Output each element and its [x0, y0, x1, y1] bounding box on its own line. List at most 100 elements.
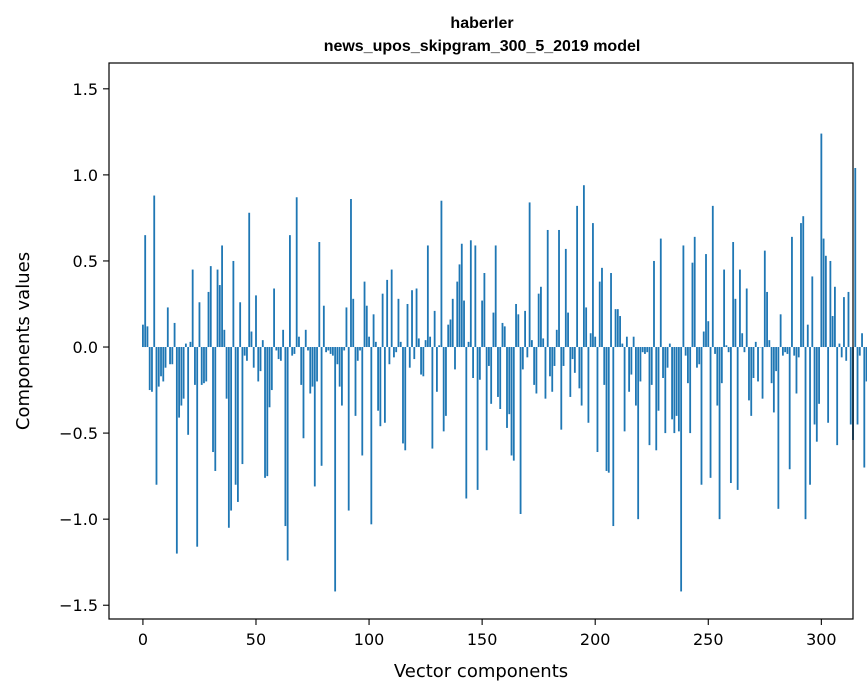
bar [307, 347, 309, 351]
bar [354, 347, 357, 416]
bar [698, 347, 701, 365]
bar [316, 347, 318, 382]
bar [264, 347, 266, 478]
bar [623, 347, 626, 432]
bar [472, 347, 474, 378]
bar [827, 347, 830, 423]
bar [413, 347, 416, 360]
bar [745, 288, 748, 348]
bar [293, 347, 296, 354]
bar [345, 307, 348, 348]
y-tick-label: −0.5 [59, 424, 98, 443]
bar [164, 347, 167, 368]
bar [277, 347, 280, 360]
bar [863, 347, 866, 468]
bar [598, 281, 601, 348]
bar [632, 336, 635, 348]
bar [370, 347, 373, 525]
bar [189, 341, 192, 348]
bar [757, 347, 759, 382]
bar [770, 347, 773, 384]
bar [237, 347, 239, 502]
bar [843, 297, 845, 348]
bar-series [142, 133, 867, 592]
bar [488, 347, 490, 366]
bar [338, 347, 341, 387]
bar [820, 133, 823, 348]
bar [553, 347, 556, 366]
bar [508, 347, 511, 415]
bar [628, 347, 631, 392]
bar [442, 347, 445, 432]
bar [786, 347, 789, 354]
bar [696, 347, 698, 368]
bar [644, 347, 646, 354]
bar [503, 326, 506, 348]
bar [374, 341, 377, 348]
bar [492, 312, 495, 348]
bar [463, 300, 465, 348]
bar [460, 243, 463, 348]
bar [490, 347, 493, 404]
bar [569, 347, 572, 397]
y-tick-label: 0.0 [73, 338, 98, 357]
bar [809, 347, 811, 485]
bar [519, 347, 522, 514]
bar [270, 347, 273, 391]
bar [406, 303, 409, 348]
bar [571, 347, 574, 360]
plot-frame [108, 62, 854, 620]
bar [311, 347, 314, 387]
bar [388, 347, 391, 365]
bar [261, 340, 264, 348]
bar [635, 347, 637, 406]
bar [723, 269, 726, 348]
bar [526, 347, 529, 358]
bar [178, 347, 181, 418]
bar [476, 347, 479, 490]
bar [650, 347, 653, 385]
bar [551, 347, 554, 392]
bar [291, 347, 294, 356]
chart-subtitle: news_upos_skipgram_300_5_2019 model [324, 38, 641, 55]
bar [779, 314, 782, 348]
bar [587, 347, 590, 423]
y-tick-label: 1.5 [73, 80, 98, 99]
bar [621, 343, 624, 348]
bar [241, 347, 244, 465]
bar [431, 347, 434, 449]
bar [214, 347, 217, 471]
bar [205, 347, 208, 382]
bar [216, 269, 219, 348]
bar [275, 347, 278, 351]
bar [684, 347, 687, 356]
bar [610, 273, 612, 348]
bar [155, 347, 158, 485]
x-tick-label: 250 [693, 630, 724, 649]
x-tick-label: 50 [246, 630, 266, 649]
bar [639, 347, 642, 382]
bar [417, 338, 420, 348]
bar [576, 205, 579, 348]
bar [806, 324, 809, 348]
bar [718, 347, 721, 520]
bar [227, 347, 230, 528]
bar [318, 242, 321, 348]
bar [689, 347, 692, 434]
chart-title: haberler [450, 15, 513, 32]
bar [546, 229, 549, 348]
bar [766, 291, 768, 348]
bar [788, 347, 791, 470]
bar [714, 347, 716, 354]
bar [829, 260, 832, 348]
bar [184, 343, 187, 348]
bar [711, 205, 714, 348]
bar [336, 347, 339, 365]
bar [677, 347, 680, 432]
bar [467, 341, 470, 348]
bar [815, 347, 818, 442]
bar [564, 248, 567, 348]
bar [802, 216, 805, 348]
bar [352, 298, 355, 348]
